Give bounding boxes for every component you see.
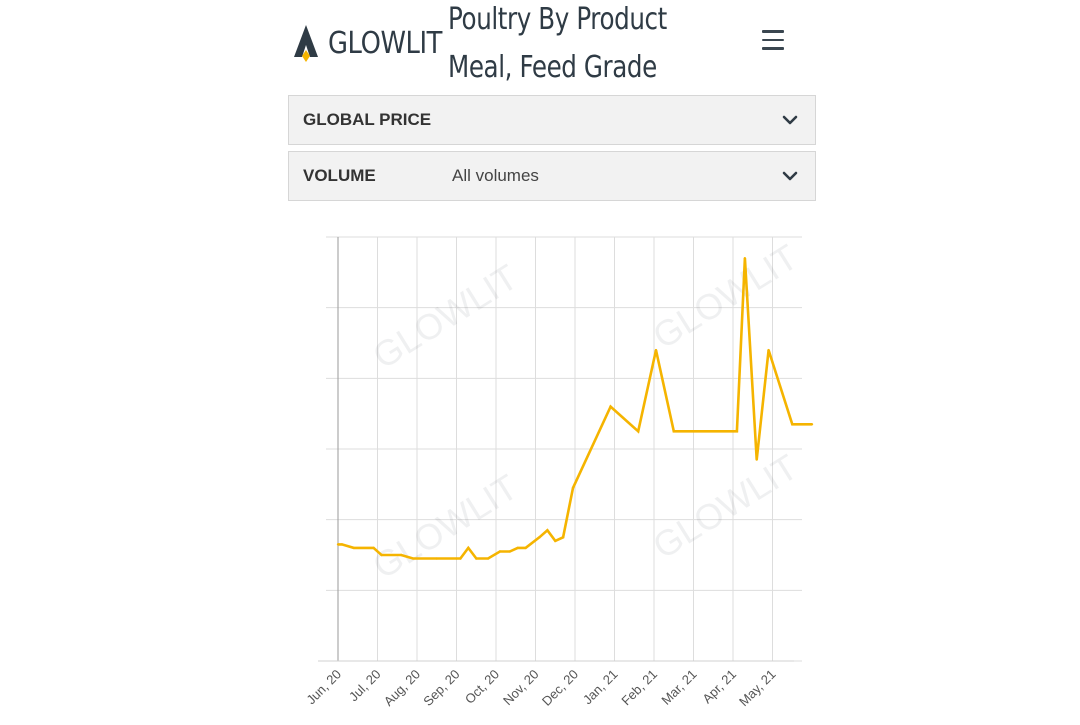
data-point [467,546,470,550]
watermark: GLOWLIT [366,466,525,587]
global-price-label: GLOBAL PRICE [303,110,432,129]
x-tick-label: May, 21 [736,667,779,710]
volume-value: All volumes [452,166,539,185]
data-point [336,543,340,546]
data-point [411,557,415,560]
x-tick-label: Apr, 21 [699,667,739,707]
watermark-text: GLOWLIT [366,256,525,377]
data-point [791,423,794,426]
data-point [571,486,575,490]
data-point [609,405,612,408]
data-point [352,546,355,550]
watermark: GLOWLIT [366,256,525,377]
hamburger-menu-icon[interactable] [762,30,784,52]
x-tick-label: Nov, 20 [500,667,542,709]
page-title: Poultry By Product Meal, Feed Grade [448,0,678,92]
header: GLOWLIT Poultry By Product Meal, Feed Gr… [288,0,816,90]
data-point [340,543,344,546]
data-point [767,348,770,352]
logo[interactable]: GLOWLIT [292,22,461,64]
data-point [400,553,403,557]
price-chart: GLOWLIT GLOWLIT GLOWLIT GLOWLIT Jun, 20 Jul, … [288,225,814,720]
data-point [735,430,739,433]
global-price-dropdown[interactable]: GLOBAL PRICE [288,95,816,145]
page-title-line2: Meal, Feed Grade [448,50,657,85]
data-point [435,557,438,560]
data-point [637,430,640,433]
data-point [654,348,658,352]
data-point [486,557,490,560]
x-tick-label: Dec, 20 [539,667,581,709]
data-point [538,536,541,539]
chevron-down-icon [782,115,798,125]
x-tick-label: Feb, 21 [618,667,660,709]
data-point [546,529,549,532]
x-tick-label: Oct, 20 [462,667,502,707]
glowlit-logo-icon [294,25,318,62]
data-point [475,557,478,560]
x-tick-label: Jan, 21 [580,667,621,708]
x-tick-label: Aug, 20 [381,667,423,709]
data-point [672,430,675,433]
x-tick-label: Sep, 20 [420,667,462,709]
x-tick-label: Jun, 20 [303,667,344,708]
data-point [459,557,462,560]
watermark: GLOWLIT [646,446,805,567]
data-point [498,550,502,553]
data-point [516,546,519,550]
x-tick-label: Mar, 21 [658,667,699,708]
volume-dropdown[interactable]: VOLUME All volumes [288,151,816,201]
chevron-down-icon [782,171,798,181]
data-point [524,546,527,550]
data-point [372,546,375,550]
x-tick-label: Jul, 20 [346,667,384,705]
data-point [508,550,512,553]
series-line [338,258,812,560]
data-point [561,536,565,539]
watermark: GLOWLIT [646,236,805,357]
watermark-text: GLOWLIT [366,466,525,587]
data-point [743,257,747,260]
data-point [380,553,383,557]
data-point [455,557,458,560]
page-title-line1: Poultry By Product [448,2,667,37]
logo-text: GLOWLIT [328,25,443,61]
watermark-text: GLOWLIT [646,446,805,567]
watermark-text: GLOWLIT [646,236,805,357]
data-point [810,423,814,426]
data-point [755,458,758,461]
price-chart-svg: GLOWLIT GLOWLIT GLOWLIT GLOWLIT Jun, 20 Jul, … [303,236,814,710]
volume-label: VOLUME [303,166,376,185]
data-point [554,539,557,543]
